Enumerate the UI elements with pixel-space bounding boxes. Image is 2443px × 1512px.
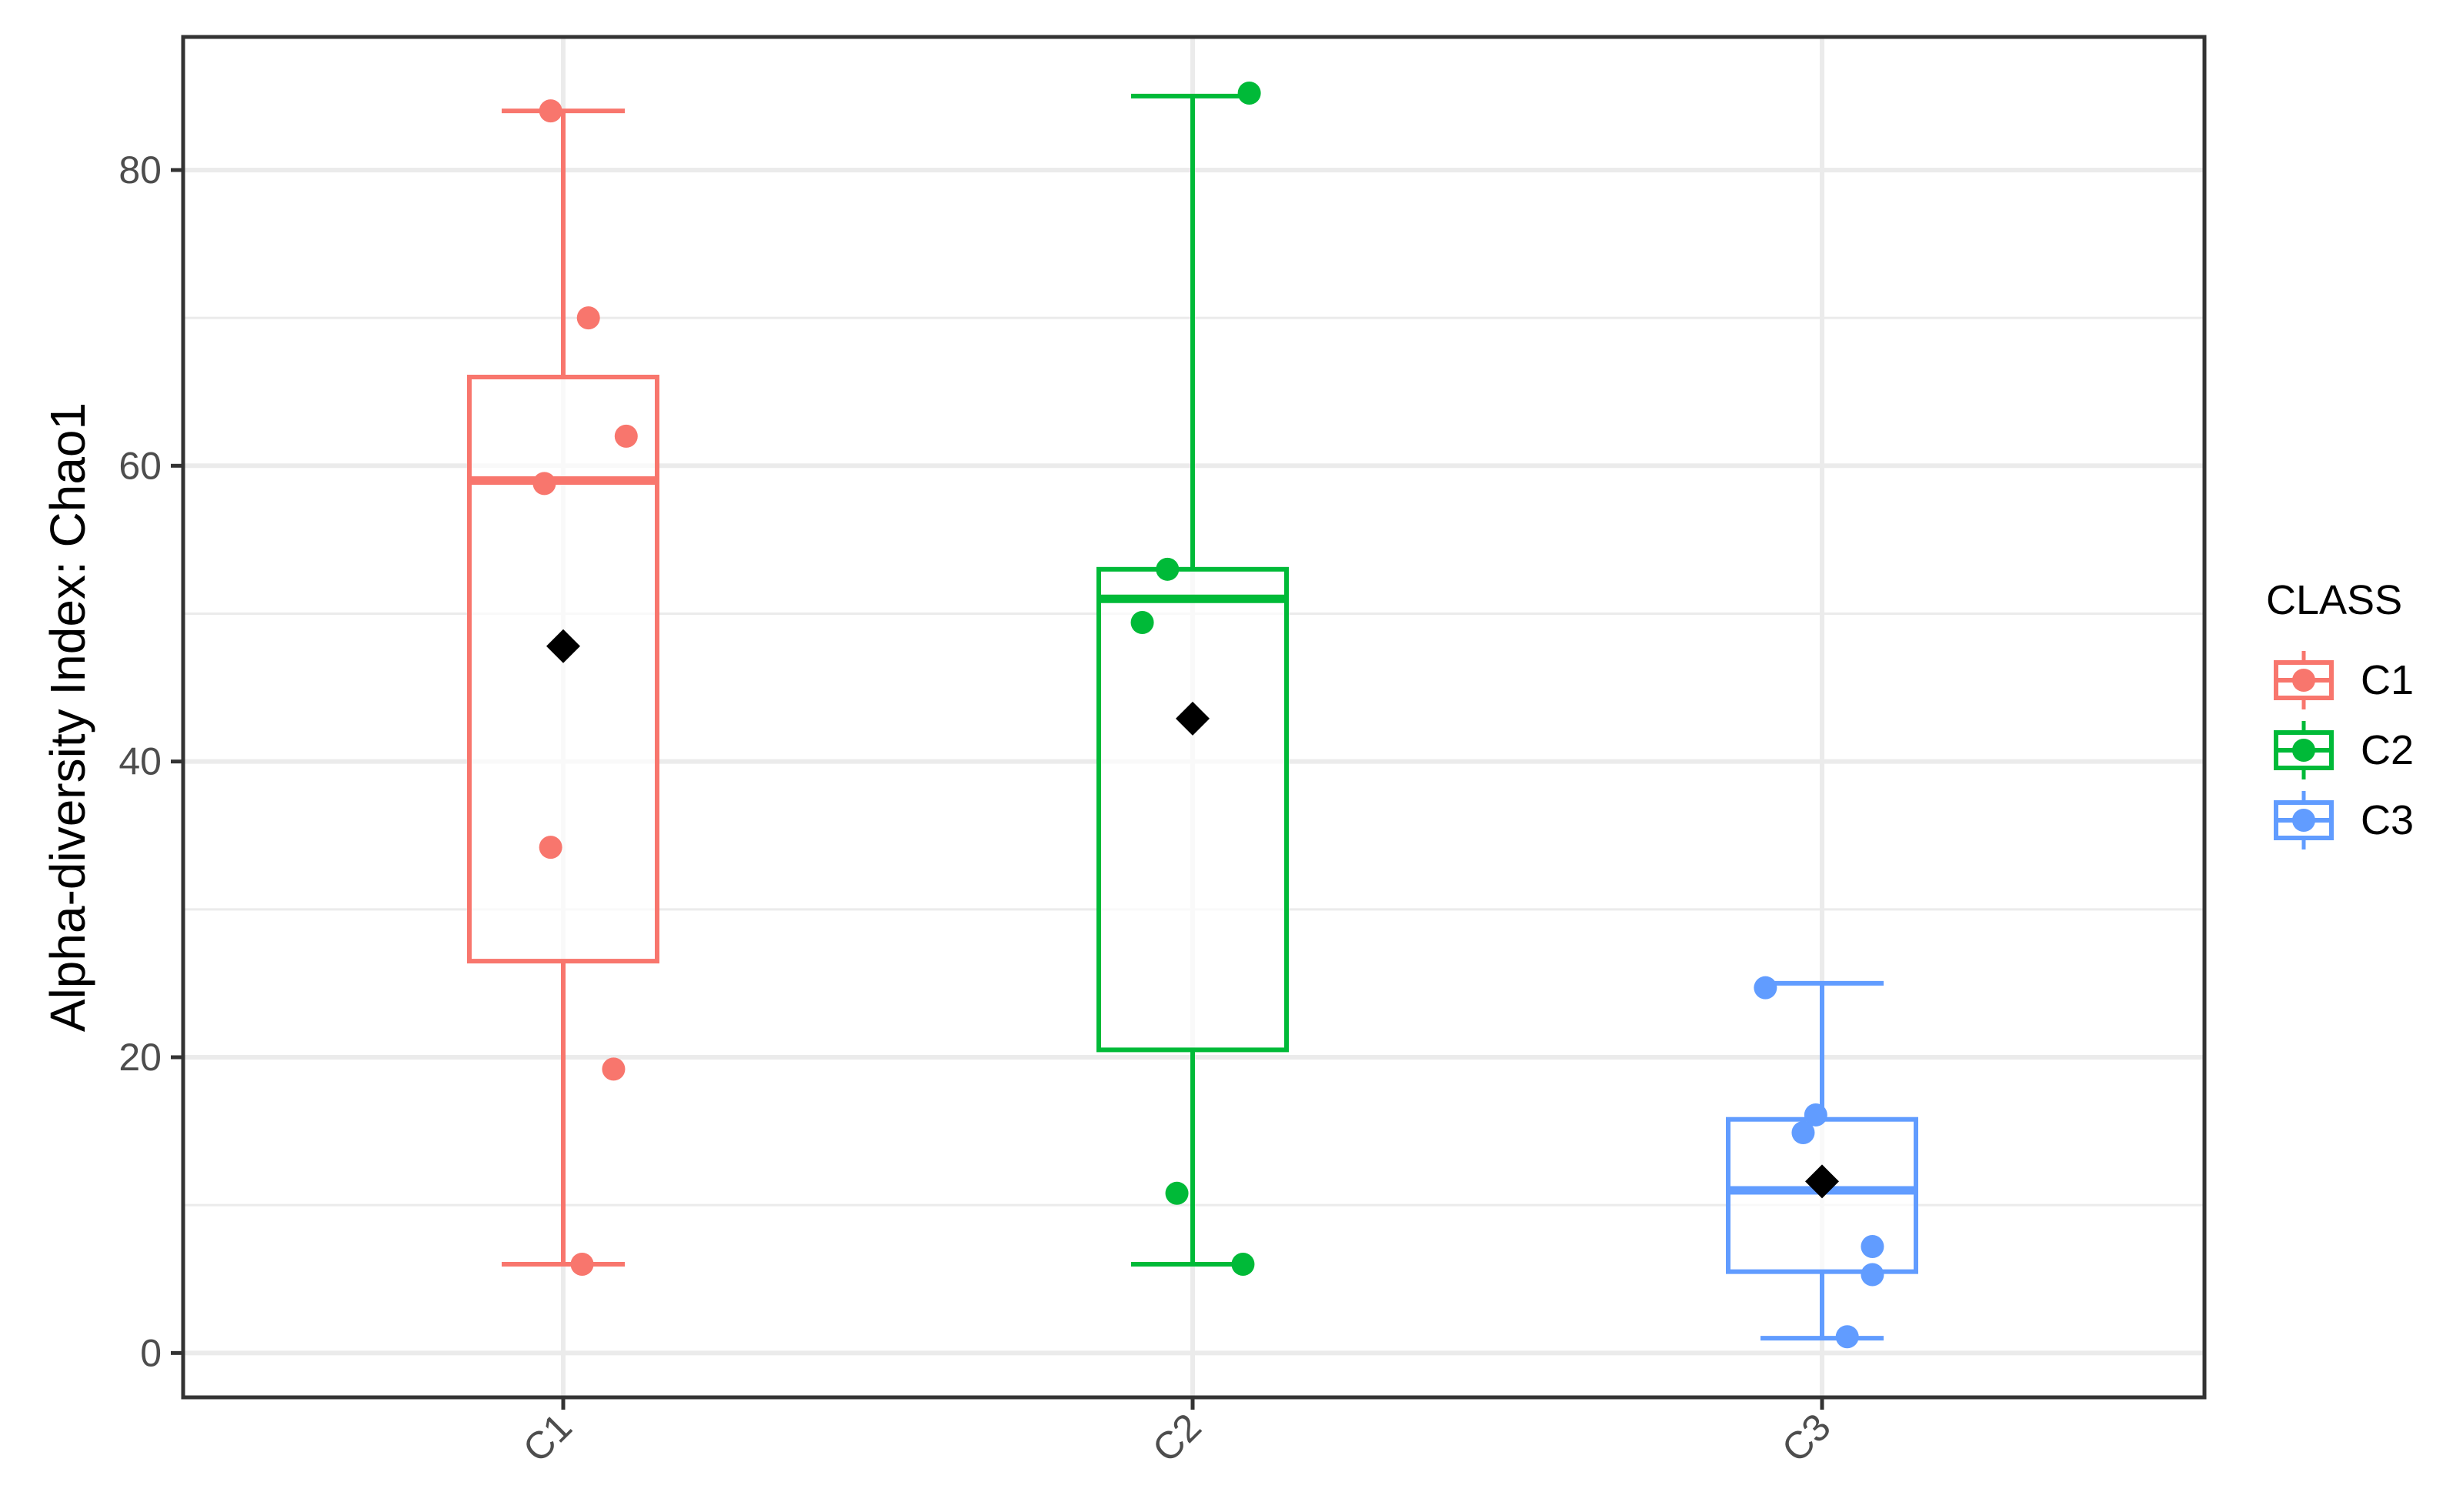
legend-item-C3: C3	[2274, 791, 2414, 849]
legend-title: CLASS	[2266, 577, 2402, 623]
y-tick-label: 80	[118, 149, 162, 192]
data-point	[1861, 1263, 1884, 1287]
data-point	[1791, 1121, 1815, 1145]
y-axis-title: Alpha-diversity Index: Chao1	[40, 402, 95, 1032]
data-point	[1231, 1253, 1255, 1277]
data-point	[1156, 557, 1180, 581]
legend-item-C2: C2	[2274, 721, 2414, 779]
legend-item-C1: C1	[2274, 651, 2414, 709]
data-point	[1237, 82, 1261, 105]
data-point	[1861, 1234, 1884, 1258]
box-C1	[467, 99, 659, 1277]
mean-marker	[546, 629, 580, 663]
x-tick-label: C1	[515, 1405, 580, 1470]
data-point	[576, 306, 600, 330]
box-iqr	[1096, 566, 1289, 1053]
box-iqr	[467, 375, 659, 964]
box-C2	[1096, 82, 1289, 1277]
legend-key-point	[2292, 809, 2315, 832]
data-point	[570, 1253, 594, 1277]
data-point	[539, 99, 562, 123]
data-point	[539, 836, 562, 859]
data-point	[1804, 1103, 1827, 1126]
box-C3	[1726, 976, 1918, 1349]
legend-label: C3	[2361, 797, 2414, 843]
data-point	[532, 472, 556, 496]
data-point	[1130, 611, 1154, 635]
data-point	[1835, 1325, 1859, 1349]
x-tick-label: C3	[1774, 1405, 1839, 1470]
data-point	[614, 424, 638, 448]
data-point	[602, 1057, 626, 1081]
y-tick-label: 20	[118, 1036, 162, 1079]
mean-marker	[1805, 1164, 1839, 1199]
x-tick-label: C2	[1144, 1405, 1210, 1470]
legend-label: C1	[2361, 657, 2414, 703]
legend-key-point	[2292, 739, 2315, 762]
mean-marker	[1176, 701, 1210, 736]
legend-label: C2	[2361, 727, 2414, 773]
y-tick-label: 60	[118, 444, 162, 487]
y-tick-label: 40	[118, 740, 162, 783]
data-point	[1754, 976, 1777, 1000]
data-point	[1165, 1181, 1189, 1205]
legend-key-point	[2292, 669, 2315, 692]
y-tick-label: 0	[140, 1331, 162, 1374]
